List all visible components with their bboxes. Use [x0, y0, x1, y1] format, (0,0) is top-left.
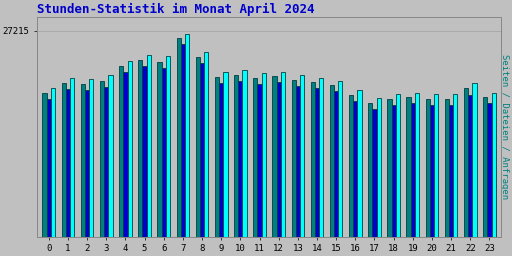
- Bar: [181, 44, 185, 237]
- Bar: [411, 103, 415, 237]
- Bar: [300, 75, 304, 237]
- Bar: [196, 57, 200, 237]
- Bar: [487, 103, 492, 237]
- Bar: [276, 82, 281, 237]
- Bar: [445, 99, 449, 237]
- Bar: [223, 71, 227, 237]
- Bar: [396, 94, 400, 237]
- Bar: [142, 66, 146, 237]
- Bar: [430, 105, 434, 237]
- Bar: [81, 84, 85, 237]
- Bar: [483, 97, 487, 237]
- Bar: [200, 63, 204, 237]
- Bar: [51, 88, 55, 237]
- Bar: [215, 77, 219, 237]
- Bar: [127, 61, 132, 237]
- Bar: [338, 81, 343, 237]
- Bar: [468, 95, 473, 237]
- Bar: [492, 93, 496, 237]
- Bar: [330, 85, 334, 237]
- Bar: [166, 56, 170, 237]
- Bar: [89, 79, 93, 237]
- Bar: [66, 89, 70, 237]
- Bar: [146, 55, 151, 237]
- Bar: [473, 83, 477, 237]
- Bar: [334, 91, 338, 237]
- Bar: [372, 109, 376, 237]
- Bar: [100, 81, 104, 237]
- Bar: [157, 62, 162, 237]
- Bar: [425, 99, 430, 237]
- Bar: [104, 87, 109, 237]
- Bar: [61, 83, 66, 237]
- Bar: [47, 99, 51, 237]
- Bar: [185, 34, 189, 237]
- Bar: [387, 99, 392, 237]
- Bar: [353, 101, 357, 237]
- Bar: [177, 38, 181, 237]
- Text: Stunden-Statistik im Monat April 2024: Stunden-Statistik im Monat April 2024: [37, 3, 315, 16]
- Bar: [449, 105, 453, 237]
- Bar: [368, 103, 372, 237]
- Bar: [258, 84, 262, 237]
- Bar: [392, 105, 396, 237]
- Bar: [238, 81, 243, 237]
- Bar: [123, 72, 127, 237]
- Bar: [272, 76, 276, 237]
- Bar: [243, 70, 247, 237]
- Bar: [349, 95, 353, 237]
- Bar: [296, 86, 300, 237]
- Y-axis label: Seiten / Dateien / Anfragen: Seiten / Dateien / Anfragen: [500, 54, 509, 199]
- Bar: [407, 97, 411, 237]
- Bar: [119, 66, 123, 237]
- Bar: [315, 88, 319, 237]
- Bar: [85, 90, 89, 237]
- Bar: [453, 94, 457, 237]
- Bar: [219, 83, 223, 237]
- Bar: [70, 78, 74, 237]
- Bar: [434, 94, 438, 237]
- Bar: [291, 80, 296, 237]
- Bar: [42, 93, 47, 237]
- Bar: [376, 98, 381, 237]
- Bar: [319, 78, 323, 237]
- Bar: [138, 60, 142, 237]
- Bar: [162, 68, 166, 237]
- Bar: [464, 88, 468, 237]
- Bar: [357, 90, 361, 237]
- Bar: [415, 93, 419, 237]
- Bar: [204, 52, 208, 237]
- Bar: [262, 73, 266, 237]
- Bar: [253, 78, 258, 237]
- Bar: [234, 74, 238, 237]
- Bar: [109, 75, 113, 237]
- Bar: [311, 82, 315, 237]
- Bar: [281, 71, 285, 237]
